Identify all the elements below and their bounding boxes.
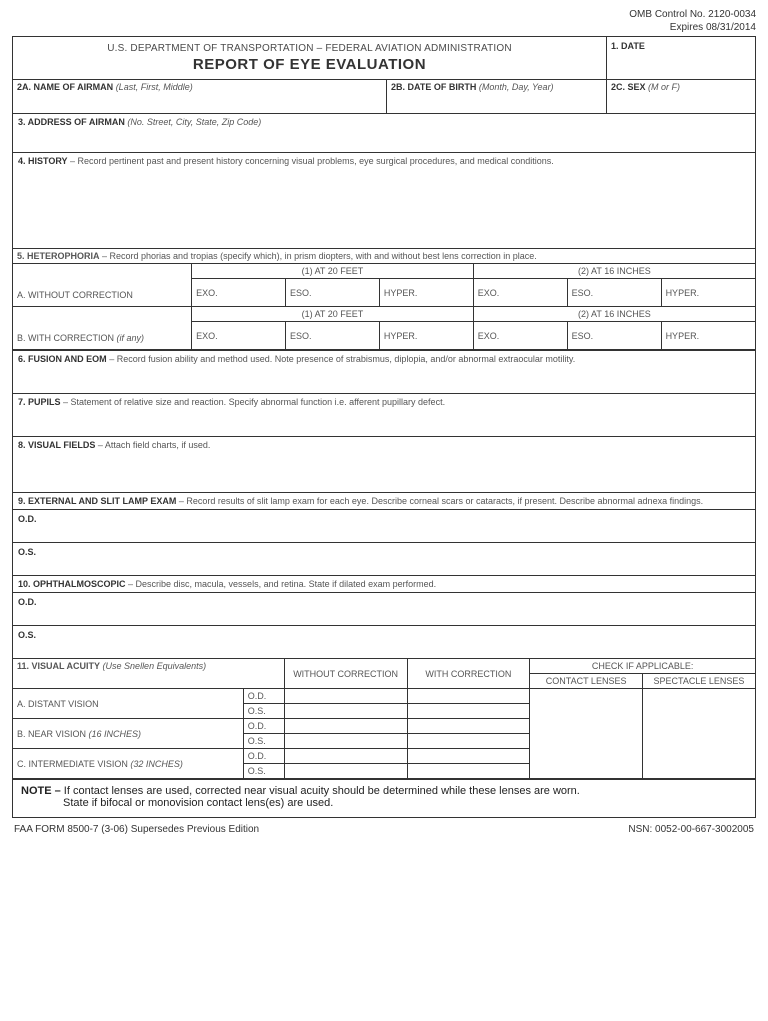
note-row: NOTE – If contact lenses are used, corre… — [13, 779, 755, 817]
field-4[interactable]: 4. HISTORY – Record pertinent past and p… — [13, 153, 755, 248]
omb-expires: Expires 08/31/2014 — [12, 21, 756, 34]
f11-header: 11. VISUAL ACUITY (Use Snellen Equivalen… — [13, 659, 284, 689]
f11-c-os-without[interactable] — [284, 764, 407, 779]
row-2: 2A. NAME OF AIRMAN (Last, First, Middle)… — [13, 80, 755, 114]
f11-b-os-without[interactable] — [284, 734, 407, 749]
row-10-os[interactable]: O.S. — [13, 626, 755, 659]
f11-a-os-without[interactable] — [284, 704, 407, 719]
f5-at20-2: (1) AT 20 FEET — [192, 307, 474, 322]
field-6[interactable]: 6. FUSION AND EOM – Record fusion abilit… — [13, 351, 755, 393]
field-2b[interactable]: 2B. DATE OF BIRTH (Month, Day, Year) — [387, 80, 607, 113]
f11-rowA: A. DISTANT VISION — [13, 689, 243, 719]
f11-spectacle: SPECTACLE LENSES — [642, 674, 755, 689]
f11-b-os-with[interactable] — [407, 734, 530, 749]
f11-c-od-label: O.D. — [243, 749, 284, 764]
f5-at16-2: (2) AT 16 INCHES — [473, 307, 755, 322]
field-2a[interactable]: 2A. NAME OF AIRMAN (Last, First, Middle) — [13, 80, 387, 113]
row-9-os[interactable]: O.S. — [13, 543, 755, 576]
f5a-exo-20[interactable]: EXO. — [192, 279, 286, 307]
f11-a-os-label: O.S. — [243, 704, 284, 719]
row-8: 8. VISUAL FIELDS – Attach field charts, … — [13, 437, 755, 493]
f5-rowA-label: A. WITHOUT CORRECTION — [13, 264, 192, 307]
section-5: 5. HETEROPHORIA – Record phorias and tro… — [13, 249, 755, 350]
footer-right: NSN: 0052-00-667-3002005 — [628, 824, 754, 835]
report-title: REPORT OF EYE EVALUATION — [17, 56, 602, 73]
row-9-od[interactable]: O.D. — [13, 510, 755, 543]
f11-b-os-label: O.S. — [243, 734, 284, 749]
footer: FAA FORM 8500-7 (3-06) Supersedes Previo… — [12, 824, 756, 835]
heterophoria-table: 5. HETEROPHORIA – Record phorias and tro… — [13, 249, 755, 350]
f5a-exo-16[interactable]: EXO. — [473, 279, 567, 307]
field-3[interactable]: 3. ADDRESS OF AIRMAN (No. Street, City, … — [13, 114, 755, 152]
f11-rowC: C. INTERMEDIATE VISION (32 INCHES) — [13, 749, 243, 779]
f11-check: CHECK IF APPLICABLE: — [530, 659, 755, 674]
f5b-eso-20[interactable]: ESO. — [286, 322, 380, 350]
f5b-hyper-20[interactable]: HYPER. — [379, 322, 473, 350]
row-7: 7. PUPILS – Statement of relative size a… — [13, 394, 755, 437]
field-10: 10. OPHTHALMOSCOPIC – Describe disc, mac… — [13, 576, 755, 592]
f5a-hyper-16[interactable]: HYPER. — [661, 279, 755, 307]
field-1-label: 1. DATE — [611, 41, 645, 51]
f5b-exo-20[interactable]: EXO. — [192, 322, 286, 350]
row-9-header: 9. EXTERNAL AND SLIT LAMP EXAM – Record … — [13, 493, 755, 510]
f11-b-od-without[interactable] — [284, 719, 407, 734]
f11-a-od-without[interactable] — [284, 689, 407, 704]
omb-header: OMB Control No. 2120-0034 Expires 08/31/… — [12, 8, 756, 34]
f11-with: WITH CORRECTION — [407, 659, 530, 689]
row-10-od[interactable]: O.D. — [13, 593, 755, 626]
f11-a-os-with[interactable] — [407, 704, 530, 719]
f11-b-od-with[interactable] — [407, 719, 530, 734]
header-cell: U.S. DEPARTMENT OF TRANSPORTATION – FEDE… — [13, 37, 607, 79]
dept-line: U.S. DEPARTMENT OF TRANSPORTATION – FEDE… — [17, 43, 602, 54]
field-8[interactable]: 8. VISUAL FIELDS – Attach field charts, … — [13, 437, 755, 492]
f5-at16-1: (2) AT 16 INCHES — [473, 264, 755, 279]
field-1-date[interactable]: 1. DATE — [607, 37, 755, 79]
f5-header: 5. HETEROPHORIA – Record phorias and tro… — [13, 249, 755, 264]
f11-c-od-with[interactable] — [407, 749, 530, 764]
f11-rowB: B. NEAR VISION (16 INCHES) — [13, 719, 243, 749]
field-2c[interactable]: 2C. SEX (M or F) — [607, 80, 755, 113]
f11-without: WITHOUT CORRECTION — [284, 659, 407, 689]
visual-acuity-table: 11. VISUAL ACUITY (Use Snellen Equivalen… — [13, 659, 755, 779]
f11-c-os-label: O.S. — [243, 764, 284, 779]
f5a-eso-16[interactable]: ESO. — [567, 279, 661, 307]
field-7[interactable]: 7. PUPILS – Statement of relative size a… — [13, 394, 755, 436]
f11-c-od-without[interactable] — [284, 749, 407, 764]
row-10-header: 10. OPHTHALMOSCOPIC – Describe disc, mac… — [13, 576, 755, 593]
f5b-hyper-16[interactable]: HYPER. — [661, 322, 755, 350]
f5-rowB-label: B. WITH CORRECTION (if any) — [13, 307, 192, 350]
footer-left: FAA FORM 8500-7 (3-06) Supersedes Previo… — [14, 824, 259, 835]
form-frame: U.S. DEPARTMENT OF TRANSPORTATION – FEDE… — [12, 36, 756, 818]
f11-a-od-label: O.D. — [243, 689, 284, 704]
f5a-hyper-20[interactable]: HYPER. — [379, 279, 473, 307]
row-3: 3. ADDRESS OF AIRMAN (No. Street, City, … — [13, 114, 755, 153]
f11-c-os-with[interactable] — [407, 764, 530, 779]
f11-spectacle-box[interactable] — [642, 689, 755, 779]
row-6: 6. FUSION AND EOM – Record fusion abilit… — [13, 350, 755, 394]
f5b-eso-16[interactable]: ESO. — [567, 322, 661, 350]
omb-control: OMB Control No. 2120-0034 — [12, 8, 756, 21]
header-row: U.S. DEPARTMENT OF TRANSPORTATION – FEDE… — [13, 37, 755, 80]
f5-at20-1: (1) AT 20 FEET — [192, 264, 474, 279]
field-9: 9. EXTERNAL AND SLIT LAMP EXAM – Record … — [13, 493, 755, 509]
row-4: 4. HISTORY – Record pertinent past and p… — [13, 153, 755, 249]
f11-b-od-label: O.D. — [243, 719, 284, 734]
f5a-eso-20[interactable]: ESO. — [286, 279, 380, 307]
f11-contact: CONTACT LENSES — [530, 674, 643, 689]
f5b-exo-16[interactable]: EXO. — [473, 322, 567, 350]
f11-contact-box[interactable] — [530, 689, 643, 779]
f11-a-od-with[interactable] — [407, 689, 530, 704]
